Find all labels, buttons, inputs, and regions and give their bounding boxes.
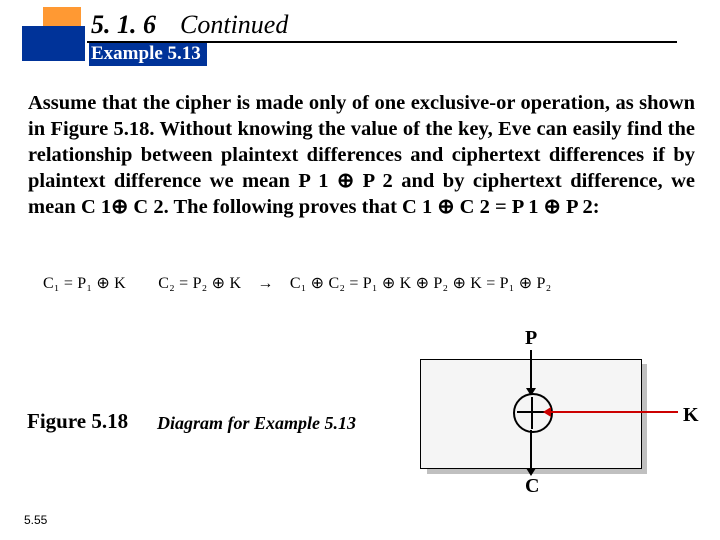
slide-header: 5. 1. 6 Continued Example 5.13 [0,0,720,75]
page-number: 5.55 [24,513,47,527]
equation-line: C₁ = P₁ ⊕ K C₂ = P₂ ⊕ K → C₁ ⊕ C₂ = P₁ ⊕… [43,273,551,293]
figure-number: Figure 5.18 [27,409,128,434]
example-label: Example 5.13 [89,43,207,66]
continued-label: Continued [180,10,288,40]
arrow-p-to-xor [530,350,532,394]
arrow-xor-to-c [530,430,532,474]
xor-diagram: P C K [420,330,700,500]
plaintext-label: P [525,327,537,350]
figure-caption: Diagram for Example 5.13 [157,413,356,434]
section-number: 5. 1. 6 [91,10,156,40]
arrow-k-to-xor [550,411,678,413]
blue-accent [22,26,85,61]
key-label: K [683,404,699,427]
ciphertext-label: C [525,475,539,498]
body-paragraph: Assume that the cipher is made only of o… [28,90,695,220]
